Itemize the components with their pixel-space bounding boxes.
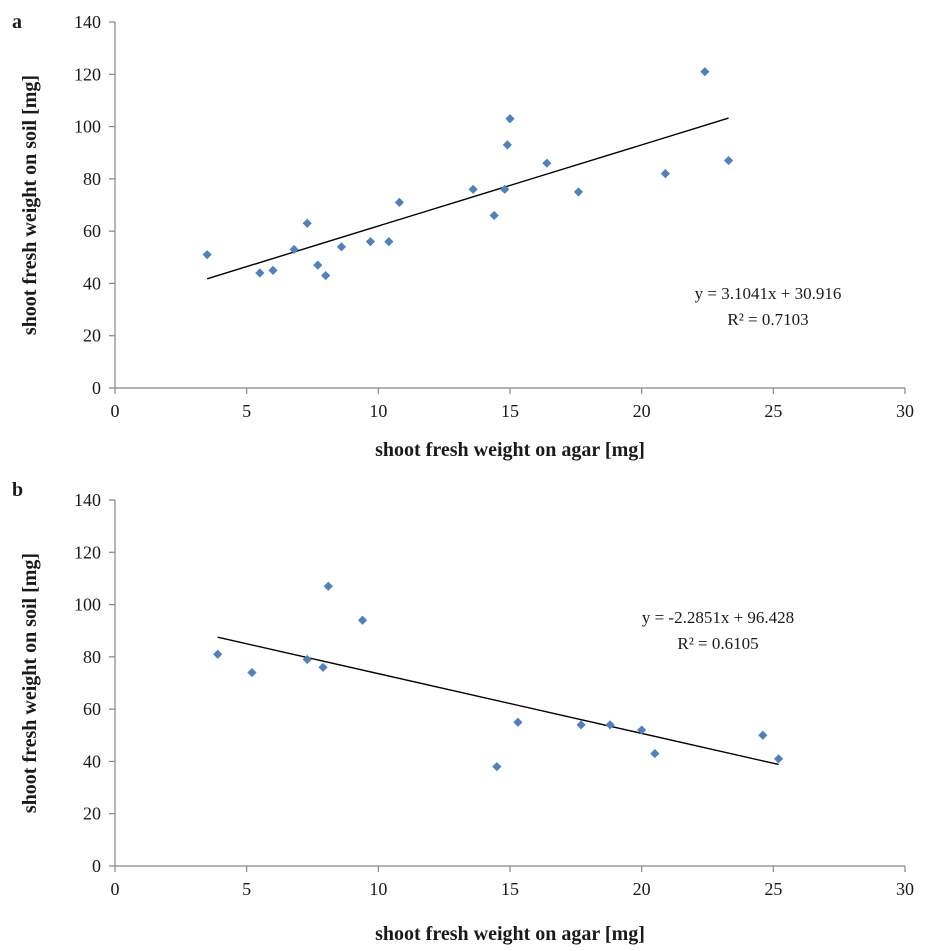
panel-a-data-point <box>500 184 510 194</box>
panel-b-y-tick-label: 40 <box>83 751 101 771</box>
panel-a-x-tick-label: 25 <box>764 401 782 421</box>
panel-b-label: b <box>12 479 23 501</box>
panel-b-data-point <box>513 717 523 727</box>
panel-b-trendline-r2: R² = 0.6105 <box>677 634 758 653</box>
panel-b-y-tick-label: 20 <box>83 804 101 824</box>
panel-b-y-tick-label: 60 <box>83 699 101 719</box>
panel-a-y-tick-label: 0 <box>92 378 101 398</box>
panel-a-data-point <box>202 250 212 260</box>
panel-b-x-axis-title: shoot fresh weight on agar [mg] <box>375 923 645 945</box>
panel-a-x-tick-label: 15 <box>501 401 519 421</box>
panel-b-trendline <box>217 636 779 766</box>
panel-a-y-axis-title: shoot fresh weight on soil [mg] <box>19 75 41 335</box>
panel-a-data-point <box>394 197 404 207</box>
panel-a-y-tick-label: 40 <box>83 273 101 293</box>
panel-b-y-axis-title: shoot fresh weight on soil [mg] <box>19 553 41 813</box>
panel-b-data-point <box>247 667 257 678</box>
panel-b-data-point <box>302 654 312 665</box>
panel-b-x-tick-label: 25 <box>764 879 782 899</box>
panel-b-data-point <box>492 762 502 772</box>
panel-a-data-point <box>505 114 515 124</box>
panel-a-trendline-equation: y = 3.1041x + 30.916 <box>695 284 842 303</box>
panel-b-x-tick-label: 10 <box>369 879 387 899</box>
panel-b-data-point <box>758 730 768 740</box>
panel-a-data-point <box>502 140 512 150</box>
panel-a-data-point <box>660 169 670 179</box>
panel-a-trendline-r2: R² = 0.7103 <box>727 310 808 329</box>
panel-b-data-point <box>650 748 660 759</box>
panel-a-y-tick-label: 120 <box>74 64 101 84</box>
panel-a-data-point <box>302 218 312 228</box>
panel-b-data-point <box>213 649 223 659</box>
panel-a-x-tick-label: 30 <box>896 401 914 421</box>
panel-a-data-point <box>289 244 299 255</box>
panel-b-data-point <box>605 720 615 730</box>
panel-a-x-tick-label: 20 <box>633 401 651 421</box>
panel-a-data-point <box>723 155 734 166</box>
panel-b-x-tick-label: 20 <box>633 879 651 899</box>
panel-a-data-point <box>384 237 394 247</box>
panel-b-y-tick-label: 0 <box>92 856 101 876</box>
panel-a-data-point <box>700 67 710 77</box>
panel-b-y-tick-label: 80 <box>83 647 101 667</box>
panel-a-data-point <box>365 237 376 247</box>
panel-a-data-point <box>255 268 265 278</box>
panel-a-data-point <box>489 210 499 221</box>
panel-b-y-tick-label: 140 <box>74 490 101 510</box>
panel-a-y-tick-label: 60 <box>83 221 101 241</box>
panel-b-x-tick-label: 5 <box>242 879 251 899</box>
panel-a-data-point <box>313 260 323 270</box>
panel-a-y-tick-label: 80 <box>83 169 101 189</box>
panel-a-data-point <box>268 265 278 275</box>
panel-b-data-point <box>318 662 328 672</box>
panel-b-data-point <box>323 581 333 591</box>
panel-a-data-point <box>573 187 584 197</box>
panel-a-trendline <box>206 117 729 280</box>
panel-b-data-point <box>576 720 586 730</box>
panel-b-y-tick-label: 100 <box>74 595 101 615</box>
panel-a-data-point <box>336 242 347 252</box>
panel-a-y-tick-label: 20 <box>83 326 101 346</box>
panel-a-y-tick-label: 100 <box>74 117 101 137</box>
panel-b-trendline-equation: y = -2.2851x + 96.428 <box>642 608 794 627</box>
panel-a-x-axis-title: shoot fresh weight on agar [mg] <box>375 439 645 461</box>
panel-a-data-point <box>321 270 331 281</box>
panel-b-data-point <box>637 725 647 735</box>
panel-b-x-tick-label: 15 <box>501 879 519 899</box>
panel-b-x-tick-label: 30 <box>896 879 914 899</box>
panel-b-data-point <box>357 615 368 625</box>
panel-a-data-point <box>468 184 478 194</box>
panel-b-x-tick-label: 0 <box>111 879 120 899</box>
panel-a-x-tick-label: 10 <box>369 401 387 421</box>
panel-b-data-point <box>774 754 784 764</box>
panel-a-x-tick-label: 0 <box>111 401 120 421</box>
panel-a-label: a <box>12 11 22 33</box>
panel-b-y-tick-label: 120 <box>74 542 101 562</box>
panel-a-x-tick-label: 5 <box>242 401 251 421</box>
panel-a-data-point <box>542 158 552 168</box>
panel-a-y-tick-label: 140 <box>74 12 101 32</box>
